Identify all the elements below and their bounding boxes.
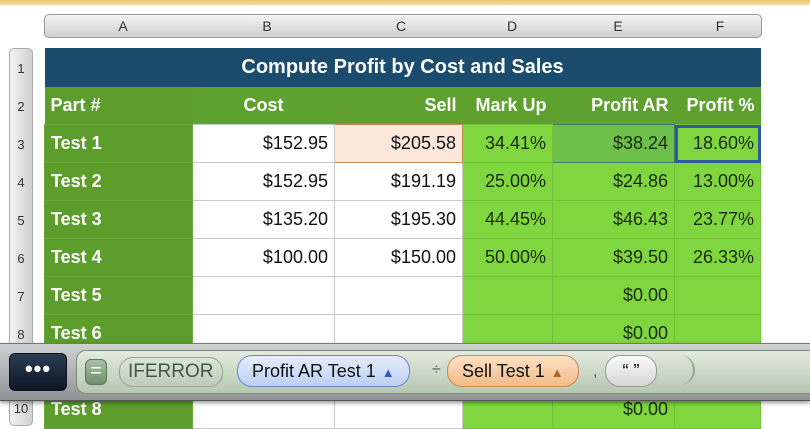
divide-operator: ÷ [432,361,441,378]
column-header-c[interactable]: C [395,18,407,34]
column-header-d[interactable]: D [506,18,518,34]
cell-profit-pct[interactable]: 18.60% [673,124,762,163]
cell-markup[interactable]: 25.00% [462,162,553,201]
cell-profit-ar[interactable]: $38.24 [552,124,675,163]
cell-cost[interactable] [192,276,335,315]
token-label: Sell Test 1 [462,361,545,381]
row-header-7[interactable]: 7 [17,289,25,304]
cell-reference-token-profit-ar[interactable]: Profit AR Test 1 ▲ [237,355,410,387]
cell-profit-ar[interactable]: $39.50 [552,238,675,277]
cell-sell[interactable]: $205.58 [334,124,463,163]
cell-part[interactable]: Test 3 [44,200,193,239]
formula-field[interactable]: = IFERROR Profit AR Test 1 ▲ ÷ Sell Test … [76,350,810,394]
row-header-4[interactable]: 4 [17,175,25,190]
cell-markup[interactable]: 50.00% [462,238,553,277]
row-header-10[interactable]: 10 [13,401,29,416]
cell-profit-pct[interactable]: 23.77% [673,200,762,239]
formula-editor-bar: ••• = IFERROR Profit AR Test 1 ▲ ÷ Sell T… [0,343,810,401]
row-header-1[interactable]: 1 [17,61,25,76]
column-header-e[interactable]: E [613,18,623,34]
row-header-2[interactable]: 2 [17,99,25,114]
function-close-paren [679,355,695,385]
triangle-up-icon[interactable]: ▲ [550,365,564,380]
header-sell[interactable]: Sell [334,87,463,125]
cell-reference-token-sell[interactable]: Sell Test 1 ▲ [447,355,579,387]
column-header-bar[interactable]: A B C D E F [44,14,762,38]
cell-cost[interactable]: $135.20 [192,200,335,239]
header-profit-pct[interactable]: Profit % [674,87,761,125]
cell-profit-pct[interactable]: 26.33% [673,238,762,277]
cell-part[interactable]: Test 1 [44,124,193,163]
argument-separator: , [593,363,598,380]
cell-sell[interactable]: $191.19 [334,162,463,201]
cell-part[interactable]: Test 4 [44,238,193,277]
cell-sell[interactable] [334,276,463,315]
cell-profit-pct[interactable] [673,276,762,315]
cell-cost[interactable]: $152.95 [192,162,335,201]
column-header-f[interactable]: F [715,18,725,34]
cell-part[interactable]: Test 2 [44,162,193,201]
triangle-up-icon[interactable]: ▲ [381,365,395,380]
cell-markup[interactable]: 44.45% [462,200,553,239]
row-header-5[interactable]: 5 [17,213,25,228]
cell-profit-ar[interactable]: $24.86 [552,162,675,201]
cell-sell[interactable]: $150.00 [334,238,463,277]
header-markup[interactable]: Mark Up [462,87,553,125]
cell-profit-pct[interactable]: 13.00% [673,162,762,201]
cell-cost[interactable]: $100.00 [192,238,335,277]
header-part[interactable]: Part # [44,87,193,125]
token-label: Profit AR Test 1 [252,361,376,381]
table-row: Test 2 $152.95 $191.19 25.00% $24.86 13.00% [44,162,762,201]
table-row: Test 4 $100.00 $150.00 50.00% $39.50 26.33% [44,238,762,277]
row-header-3[interactable]: 3 [17,137,25,152]
column-header-a[interactable]: A [118,18,128,34]
row-header-6[interactable]: 6 [17,251,25,266]
table-row: Test 5 $0.00 [44,276,762,315]
table-row: Test 1 $152.95 $205.58 34.41% $38.24 18.60% [44,124,762,163]
cell-profit-ar[interactable]: $0.00 [552,276,675,315]
equals-icon: = [85,359,107,385]
column-header-b[interactable]: B [262,18,272,34]
cell-part[interactable]: Test 5 [44,276,193,315]
profit-table: Compute Profit by Cost and Sales Part # C… [44,48,762,429]
window-top-border [0,0,810,5]
header-profit-ar[interactable]: Profit AR [552,87,675,125]
cell-sell[interactable]: $195.30 [334,200,463,239]
function-token-iferror[interactable]: IFERROR [119,357,223,387]
table-row: Test 3 $135.20 $195.30 44.45% $46.43 23.77% [44,200,762,239]
header-cost[interactable]: Cost [192,87,335,125]
more-button[interactable]: ••• [9,353,67,391]
cell-profit-ar[interactable]: $46.43 [552,200,675,239]
row-header-8[interactable]: 8 [17,327,25,342]
cell-markup[interactable] [462,276,553,315]
cell-markup[interactable]: 34.41% [462,124,553,163]
string-token-empty[interactable]: “ ” [605,355,657,387]
cell-cost[interactable]: $152.95 [192,124,335,163]
table-title[interactable]: Compute Profit by Cost and Sales [44,48,761,87]
